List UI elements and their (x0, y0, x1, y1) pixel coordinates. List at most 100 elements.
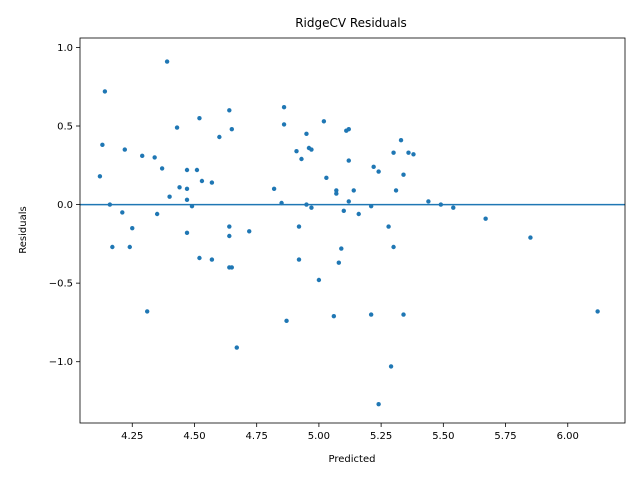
data-point (426, 199, 431, 204)
data-point (120, 210, 125, 215)
data-point (140, 153, 145, 159)
data-point (100, 142, 105, 148)
data-point (281, 122, 287, 127)
data-point (159, 166, 165, 171)
plot-area (80, 38, 625, 423)
y-tick-label: 1.0 (57, 43, 73, 54)
chart-title: RidgeCV Residuals (295, 16, 407, 30)
data-point (296, 224, 302, 229)
data-point (177, 185, 182, 190)
data-point (122, 147, 127, 152)
x-tick-label: 5.00 (308, 431, 330, 442)
data-point (304, 131, 309, 137)
data-point (401, 312, 406, 317)
data-point (406, 150, 411, 155)
data-point (331, 313, 337, 319)
x-tick-label: 5.25 (370, 431, 392, 442)
data-point (371, 164, 376, 170)
data-point (391, 150, 396, 155)
data-point (391, 244, 396, 250)
data-point (229, 265, 235, 270)
data-point (483, 216, 488, 221)
x-axis-ticks: 4.25 4.50 4.75 5.00 5.25 5.50 5.75 6.00 (121, 423, 579, 442)
y-tick-label: −1.0 (49, 357, 73, 368)
data-point (209, 180, 215, 185)
data-point (339, 246, 344, 251)
data-point (167, 194, 172, 199)
data-point (294, 148, 299, 154)
data-points (97, 59, 600, 407)
data-point (296, 257, 302, 262)
data-point (247, 229, 252, 234)
data-point (346, 126, 351, 132)
x-tick-label: 5.75 (494, 431, 516, 442)
y-tick-label: 0.5 (57, 122, 73, 133)
data-point (197, 115, 202, 121)
data-point (184, 186, 190, 192)
data-point (110, 244, 115, 250)
data-point (321, 119, 327, 124)
data-point (309, 205, 314, 210)
data-point (451, 205, 456, 210)
data-point (336, 260, 342, 265)
data-point (376, 401, 381, 407)
data-point (154, 211, 160, 217)
data-point (194, 167, 200, 173)
y-tick-label: −0.5 (49, 279, 73, 290)
x-axis-label: Predicted (329, 454, 376, 465)
data-point (309, 147, 314, 152)
data-point (401, 172, 406, 177)
data-point (368, 203, 374, 209)
data-point (227, 108, 232, 113)
y-axis-label: Residuals (18, 206, 29, 253)
data-point (271, 186, 277, 192)
data-point (528, 235, 533, 240)
data-point (334, 191, 339, 196)
data-point (102, 89, 108, 94)
data-point (376, 169, 381, 174)
data-point (197, 255, 202, 261)
data-point (189, 203, 195, 209)
x-tick-label: 4.50 (183, 431, 205, 442)
data-point (356, 211, 361, 217)
data-point (346, 199, 351, 204)
data-point (152, 155, 157, 160)
data-point (346, 158, 351, 163)
data-point (324, 175, 329, 181)
data-point (217, 134, 222, 140)
x-tick-label: 5.50 (432, 431, 454, 442)
data-point (299, 156, 304, 162)
data-point (316, 277, 322, 283)
x-tick-label: 6.00 (557, 431, 579, 442)
data-point (398, 137, 404, 143)
data-point (438, 202, 444, 207)
plot-frame (79, 37, 626, 424)
data-point (393, 188, 399, 193)
data-point (107, 202, 113, 207)
y-tick-label: 0.0 (57, 200, 73, 211)
data-point (234, 345, 239, 350)
data-point (184, 230, 190, 236)
data-point (227, 233, 232, 239)
data-point (209, 257, 215, 262)
data-point (284, 318, 289, 324)
data-point (388, 364, 394, 369)
data-point (184, 167, 190, 173)
data-point (351, 188, 356, 193)
data-point (164, 59, 170, 64)
data-point (595, 309, 600, 314)
x-tick-label: 4.75 (246, 431, 268, 442)
data-point (279, 200, 284, 206)
data-point (411, 152, 416, 157)
data-point (341, 208, 346, 214)
y-axis-ticks: −1.0 −0.5 0.0 0.5 1.0 (49, 43, 80, 368)
data-point (227, 224, 232, 229)
data-point (334, 188, 339, 193)
data-point (127, 244, 132, 250)
data-point (199, 178, 205, 184)
x-tick-label: 4.25 (121, 431, 143, 442)
data-point (144, 309, 150, 314)
data-point (184, 197, 190, 203)
data-point (386, 224, 391, 229)
